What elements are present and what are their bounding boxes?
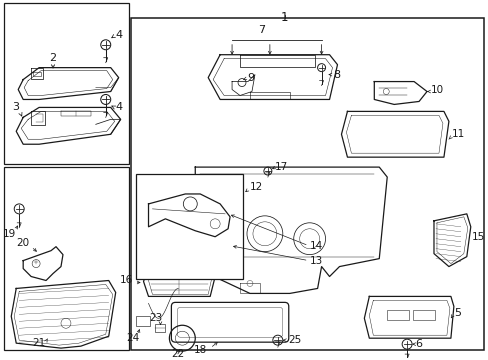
Bar [386,310,408,320]
Text: 21: 21 [32,338,46,348]
Text: 13: 13 [309,256,322,266]
Text: 11: 11 [451,129,464,139]
Text: 22: 22 [171,349,184,359]
Bar [135,174,243,279]
Text: 8: 8 [333,69,340,80]
Text: 14: 14 [309,241,322,251]
Text: 9: 9 [246,73,254,82]
Text: 12: 12 [249,182,263,192]
Text: 20: 20 [17,238,30,248]
Text: 4: 4 [116,30,122,40]
Text: 10: 10 [430,85,443,95]
Bar [4,167,128,350]
Text: 5: 5 [453,308,460,318]
Bar [130,18,483,350]
Bar [412,310,434,320]
Text: 2: 2 [49,53,57,63]
Text: 16: 16 [119,275,132,285]
Text: 23: 23 [148,313,162,323]
Text: 17: 17 [274,162,287,172]
Text: 6: 6 [414,339,421,349]
Text: 18: 18 [193,345,206,355]
Text: 4: 4 [116,103,122,112]
Text: 3: 3 [12,103,19,112]
Text: 24: 24 [126,333,139,343]
Text: 19: 19 [2,229,16,239]
Text: 1: 1 [281,11,288,24]
Bar [4,3,128,164]
Text: 15: 15 [471,232,484,242]
Bar [155,324,165,332]
Text: 7: 7 [258,25,265,35]
Bar [135,316,149,326]
Text: 25: 25 [287,335,301,345]
